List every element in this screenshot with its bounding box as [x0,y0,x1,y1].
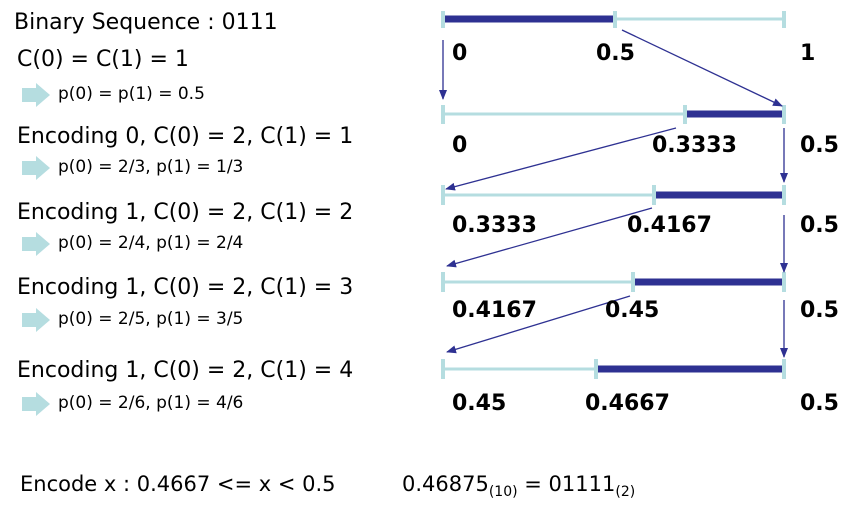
step-2-counts: Encoding 1, C(0) = 2, C(1) = 2 [17,200,354,225]
step-0-counts: C(0) = C(1) = 1 [17,47,189,72]
interval-2-bar [441,185,786,205]
step-2-arrow-icon [22,232,50,256]
interval-3-high: 0.5 [800,298,839,323]
interval-0-bar [441,11,786,28]
step-3-probs: p(0) = 2/5, p(1) = 3/5 [58,309,244,329]
decimal-value: 0.46875 [402,472,489,496]
arrow-1-low [445,127,677,191]
interval-0-split: 0.5 [596,41,635,66]
interval-4-high: 0.5 [800,391,839,416]
interval-1-low: 0 [452,133,468,158]
interval-2-low: 0.3333 [452,213,537,238]
step-1-arrow-icon [22,156,50,180]
interval-3-split: 0.45 [605,298,660,323]
arrow-0-high [621,29,783,107]
step-3-counts: Encoding 1, C(0) = 2, C(1) = 3 [17,275,354,300]
interval-4-bar [441,359,786,379]
step-3-arrow-icon [22,308,50,332]
arrow-3-low [446,295,631,354]
step-4-arrow-icon [22,392,50,416]
interval-4-low: 0.45 [452,391,507,416]
interval-1-bar [441,105,786,124]
interval-0-high: 1 [800,41,816,66]
binary-base: (2) [615,484,636,501]
binary-value: = 01111 [517,472,616,496]
interval-1-high: 0.5 [800,133,839,158]
arrow-2-low [446,207,653,268]
decimal-base: (10) [488,484,518,501]
step-4-probs: p(0) = 2/6, p(1) = 4/6 [58,393,244,413]
step-1-probs: p(0) = 2/3, p(1) = 1/3 [58,157,244,177]
step-0-arrow-icon [22,83,50,107]
step-0-probs: p(0) = p(1) = 0.5 [58,84,205,104]
step-2-probs: p(0) = 2/4, p(1) = 2/4 [58,233,244,253]
interval-1-split: 0.3333 [652,133,737,158]
sequence-title: Binary Sequence : 0111 [14,10,278,35]
encode-range: Encode x : 0.4667 <= x < 0.5 [20,472,336,496]
interval-0-low: 0 [452,41,468,66]
interval-2-high: 0.5 [800,213,839,238]
interval-3-low: 0.4167 [452,298,537,323]
binary-result: 0.46875(10) = 01111(2) [402,472,635,500]
interval-3-bar [441,272,786,292]
interval-2-split: 0.4167 [627,213,712,238]
interval-4-split: 0.4667 [585,391,670,416]
step-4-counts: Encoding 1, C(0) = 2, C(1) = 4 [17,358,354,383]
mapping-arrows [439,29,788,358]
step-1-counts: Encoding 0, C(0) = 2, C(1) = 1 [17,124,354,149]
